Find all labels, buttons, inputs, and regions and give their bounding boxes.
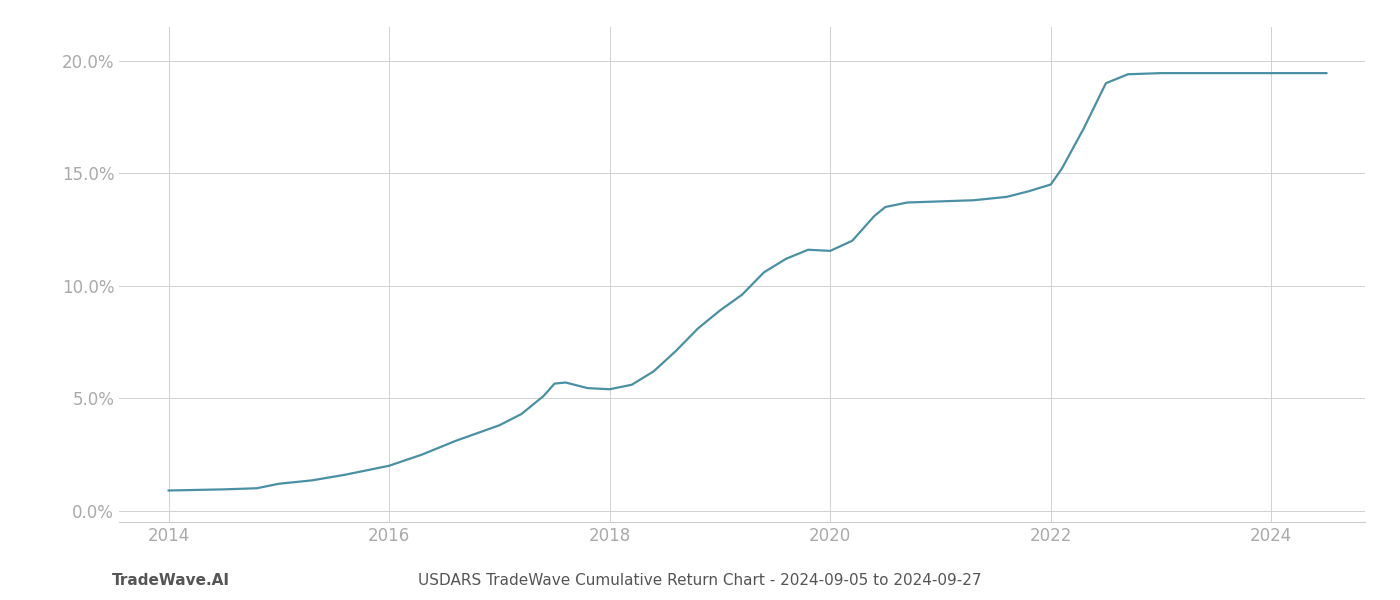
Text: USDARS TradeWave Cumulative Return Chart - 2024-09-05 to 2024-09-27: USDARS TradeWave Cumulative Return Chart… (419, 573, 981, 588)
Text: TradeWave.AI: TradeWave.AI (112, 573, 230, 588)
